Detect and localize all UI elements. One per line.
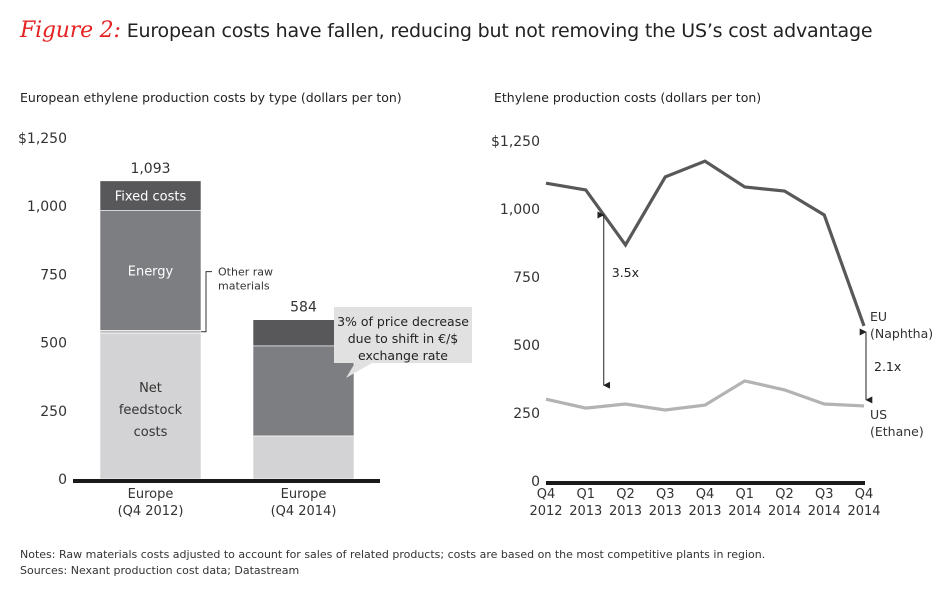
right-x-tick-label-line: Q2 [775, 487, 794, 502]
exchange-rate-callout-box [334, 307, 472, 378]
right-x-tick-label-line: Q2 [616, 487, 635, 502]
right-x-tick-label-line: 2014 [728, 504, 761, 519]
right-x-tick-label-line: 2012 [529, 504, 562, 519]
right-x-tick-label-line: 2013 [649, 504, 682, 519]
right-x-tick-label-line: Q3 [656, 487, 675, 502]
exchange-rate-callout-text-line: due to shift in €/$ [348, 331, 459, 346]
eu-naphtha-series-label-line: (Naphtha) [870, 326, 933, 341]
bar-total-label: 1,093 [130, 161, 170, 177]
exchange-rate-callout-text-line: 3% of price decrease [337, 314, 469, 329]
right-y-tick-label: 750 [513, 270, 540, 286]
left-x-category-label: Europe (Q4 2014) [271, 487, 337, 519]
right-y-tick-label: 1,000 [500, 202, 540, 218]
us-ethane-series-label-line: (Ethane) [870, 424, 924, 439]
figure-title-text: European costs have fallen, reducing but… [126, 20, 873, 42]
right-x-tick-label-line: 2013 [569, 504, 602, 519]
bar-segment-fixed-costs [99, 180, 202, 211]
eu-naphtha-series-label-line: EU [870, 309, 887, 324]
net-feedstock-label: Net feedstock costs [119, 381, 183, 440]
bar-segment-energy [99, 209, 202, 331]
net-feedstock-label-line: costs [134, 425, 168, 440]
left-y-tick-label: 750 [40, 267, 67, 283]
right-y-tick-label: 250 [513, 406, 540, 422]
right-x-tick-label-line: 2013 [688, 504, 721, 519]
ratio-label: 3.5x [612, 265, 639, 280]
left-y-tick-label: 250 [40, 404, 67, 420]
right-x-tick-label: Q1 2014 [728, 487, 761, 519]
right-x-tick-label-line: Q4 [855, 487, 874, 502]
fixed-costs-label-line: Fixed costs [115, 190, 187, 205]
bar-segment-other-raw-materials [99, 330, 202, 334]
left-x-category-label-line: (Q4 2012) [118, 504, 184, 519]
right-y-tick-label: $1,250 [491, 134, 540, 150]
other-raw-materials-label-line: materials [218, 280, 270, 293]
bar-segment-net-feedstock-costs [99, 332, 202, 480]
right-x-tick-label-line: 2014 [847, 504, 880, 519]
notes-text: Notes: Raw materials costs adjusted to a… [20, 548, 766, 561]
net-feedstock-label-line: Net [139, 381, 162, 396]
figure-label: Figure 2: [20, 18, 121, 43]
right-x-tick-label: Q1 2013 [569, 487, 602, 519]
right-x-tick-label-line: 2013 [609, 504, 642, 519]
eu-naphtha-series-label: EU (Naphtha) [870, 309, 933, 341]
right-x-tick-label-line: Q1 [735, 487, 754, 502]
fixed-costs-label: Fixed costs [115, 190, 187, 205]
left-chart-title: European ethylene production costs by ty… [20, 90, 402, 105]
left-x-category-label-line: Europe [128, 487, 174, 502]
other-raw-materials-leader-line [201, 271, 212, 333]
left-x-category-label-line: (Q4 2014) [271, 504, 337, 519]
left-x-category-label-line: Europe [281, 487, 327, 502]
exchange-rate-callout-text-line: exchange rate [358, 348, 448, 363]
left-y-tick-label: 0 [58, 472, 67, 488]
energy-label: Energy [128, 264, 174, 279]
left-y-tick-label: $1,250 [18, 131, 67, 147]
right-x-tick-label: Q4 2014 [847, 487, 880, 519]
energy-label-line: Energy [128, 264, 174, 279]
left-y-tick-label: 500 [40, 336, 67, 352]
right-x-tick-label: Q4 2012 [529, 487, 562, 519]
right-y-tick-label: 500 [513, 338, 540, 354]
series-line-us-ethane [545, 379, 865, 412]
bar-segment-net-feedstock-costs [252, 435, 355, 480]
right-y-tick-label: 0 [531, 474, 540, 490]
right-x-tick-label-line: Q4 [696, 487, 715, 502]
right-x-tick-label: Q2 2013 [609, 487, 642, 519]
right-chart-title: Ethylene production costs (dollars per t… [494, 90, 762, 105]
right-x-tick-label-line: Q1 [576, 487, 595, 502]
right-x-tick-label-line: Q4 [537, 487, 556, 502]
right-x-tick-label-line: Q3 [815, 487, 834, 502]
other-raw-materials-label: Other raw materials [218, 266, 273, 293]
exchange-rate-callout-text: 3% of price decrease due to shift in €/$ e… [337, 314, 469, 363]
right-x-tick-label: Q3 2014 [808, 487, 841, 519]
us-ethane-series-label-line: US [870, 407, 887, 422]
other-raw-materials-label-line: Other raw [218, 266, 273, 279]
ratio-label: 2.1x [874, 359, 901, 374]
left-y-tick-label: 1,000 [27, 199, 67, 215]
left-x-category-label: Europe (Q4 2012) [118, 487, 184, 519]
right-x-tick-label: Q2 2014 [768, 487, 801, 519]
bar-total-label: 584 [290, 300, 317, 316]
net-feedstock-label-line: feedstock [119, 403, 183, 418]
sources-text: Sources: Nexant production cost data; Da… [20, 564, 300, 577]
figure-title: Figure 2: European costs have fallen, red… [20, 18, 873, 43]
us-ethane-series-label: US (Ethane) [870, 407, 924, 439]
right-x-tick-label-line: 2014 [768, 504, 801, 519]
right-x-tick-label-line: 2014 [808, 504, 841, 519]
right-x-tick-label: Q3 2013 [649, 487, 682, 519]
series-line-eu-naphtha [545, 159, 866, 327]
right-x-tick-label: Q4 2013 [688, 487, 721, 519]
